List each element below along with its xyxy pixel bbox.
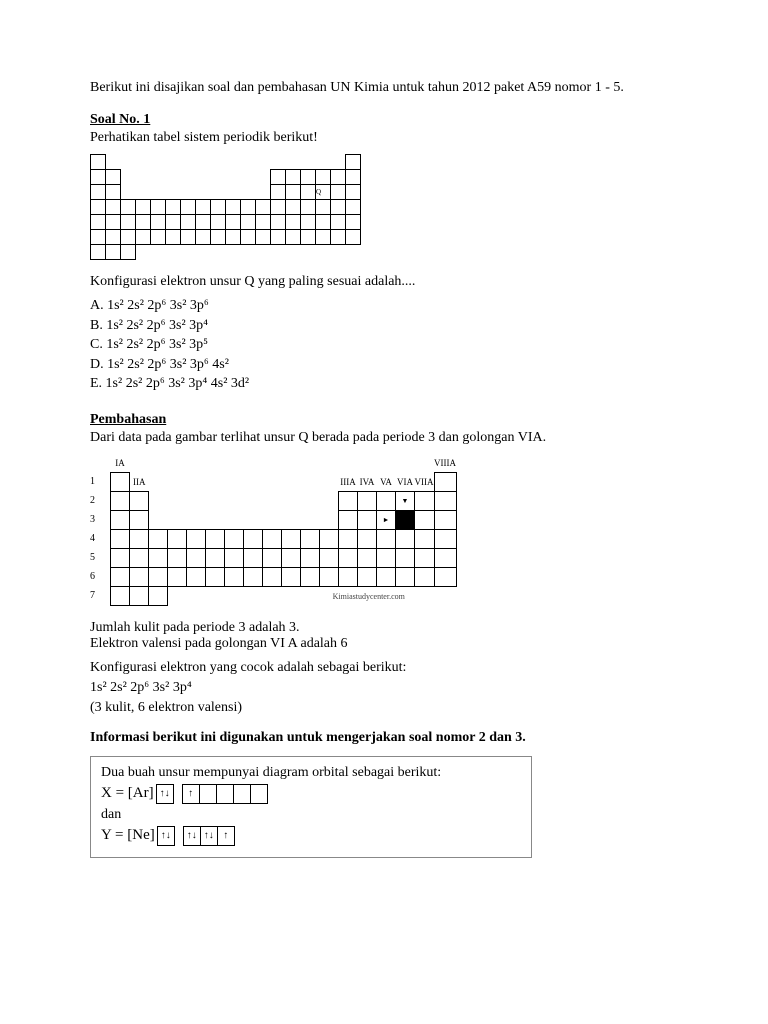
orbital-4s: ↑↓ bbox=[156, 784, 174, 804]
group-label: VIIIA bbox=[434, 454, 456, 473]
watermark-text: Kimiastudycenter.com bbox=[282, 586, 457, 605]
row-label: 5 bbox=[90, 548, 111, 567]
arrow-down-icon bbox=[402, 496, 409, 505]
pembahasan-line3: Elektron valensi pada golongan VI A adal… bbox=[90, 636, 678, 652]
group-label: IVA bbox=[358, 472, 377, 491]
orbital-dan: dan bbox=[101, 807, 521, 823]
info-2-3: Informasi berikut ini digunakan untuk me… bbox=[90, 730, 678, 746]
x-prefix: X = [Ar] bbox=[101, 785, 154, 802]
periodic-table-small: Q bbox=[90, 154, 678, 260]
soal1-options: A. 1s² 2s² 2p⁶ 3s² 3p⁶ B. 1s² 2s² 2p⁶ 3s… bbox=[90, 296, 678, 394]
row-label: 1 bbox=[90, 472, 111, 491]
orbital-intro: Dua buah unsur mempunyai diagram orbital… bbox=[101, 765, 521, 781]
option-e: E. 1s² 2s² 2p⁶ 3s² 3p⁴ 4s² 3d² bbox=[90, 374, 678, 394]
option-a: A. 1s² 2s² 2p⁶ 3s² 3p⁶ bbox=[90, 296, 678, 316]
orbital-3d: ↑ bbox=[182, 784, 268, 804]
option-c: C. 1s² 2s² 2p⁶ 3s² 3p⁵ bbox=[90, 335, 678, 355]
row-label: 2 bbox=[90, 491, 111, 510]
option-d: D. 1s² 2s² 2p⁶ 3s² 3p⁶ 4s² bbox=[90, 355, 678, 375]
orbital-x: X = [Ar] ↑↓ ↑ bbox=[101, 784, 521, 804]
option-b: B. 1s² 2s² 2p⁶ 3s² 3p⁴ bbox=[90, 316, 678, 336]
group-label: IIA bbox=[130, 472, 149, 491]
soal1-heading: Soal No. 1 bbox=[90, 112, 678, 128]
pembahasan-line5: (3 kulit, 6 elektron valensi) bbox=[90, 700, 678, 716]
soal1-question: Konfigurasi elektron unsur Q yang paling… bbox=[90, 274, 678, 290]
pembahasan-line4: Konfigurasi elektron yang cocok adalah s… bbox=[90, 660, 678, 676]
orbital-3s: ↑↓ bbox=[157, 826, 175, 846]
group-label: VIIA bbox=[415, 472, 435, 491]
y-prefix: Y = [Ne] bbox=[101, 827, 155, 844]
row-label: 7 bbox=[90, 586, 111, 605]
arrow-right-icon bbox=[383, 515, 390, 524]
intro-text: Berikut ini disajikan soal dan pembahasa… bbox=[90, 80, 678, 96]
pembahasan-line2: Jumlah kulit pada periode 3 adalah 3. bbox=[90, 620, 678, 636]
orbital-box: Dua buah unsur mempunyai diagram orbital… bbox=[90, 756, 532, 858]
row-label: 3 bbox=[90, 510, 111, 529]
row-label: 6 bbox=[90, 567, 111, 586]
pembahasan-line1: Dari data pada gambar terlihat unsur Q b… bbox=[90, 430, 678, 446]
orbital-y: Y = [Ne] ↑↓ ↑↓↑↓↑ bbox=[101, 826, 521, 846]
pembahasan-heading: Pembahasan bbox=[90, 412, 678, 428]
periodic-table-labelled: IA VIIIA 1 IIA IIIA IVA VA VIA VIIA 2 3 … bbox=[90, 454, 678, 606]
soal1-prompt: Perhatikan tabel sistem periodik berikut… bbox=[90, 130, 678, 146]
pembahasan-config: 1s² 2s² 2p⁶ 3s² 3p⁴ bbox=[90, 680, 678, 696]
orbital-3p: ↑↓↑↓↑ bbox=[183, 826, 235, 846]
group-label: VA bbox=[377, 472, 396, 491]
group-label: VIA bbox=[396, 472, 415, 491]
group-label: IIIA bbox=[339, 472, 358, 491]
group-label: IA bbox=[111, 454, 130, 473]
row-label: 4 bbox=[90, 529, 111, 548]
